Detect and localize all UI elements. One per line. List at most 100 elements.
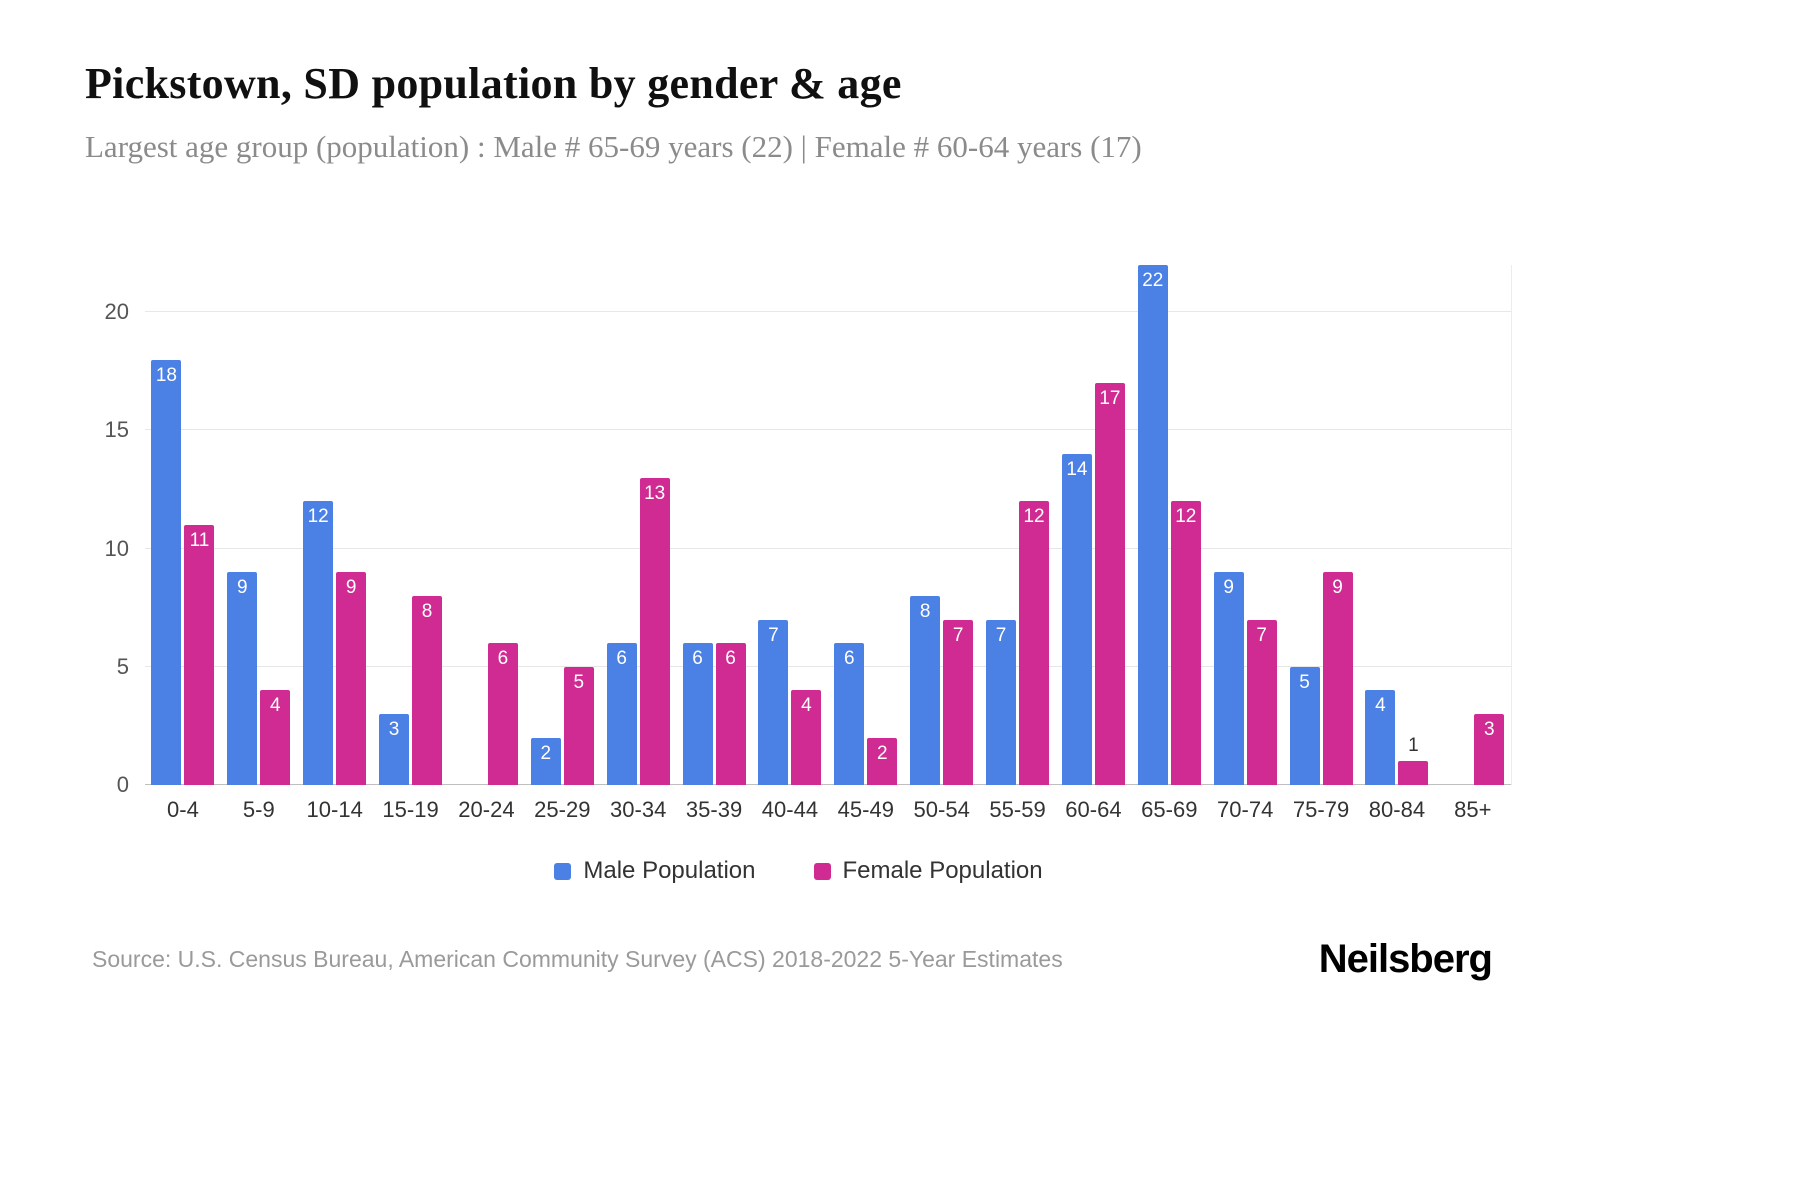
female-bar-value-50-54: 7 xyxy=(952,624,964,646)
bar-group-20-24: 6 20-24 xyxy=(455,265,518,822)
x-tick-label-25-29: 25-29 xyxy=(534,797,591,822)
female-bar-value-60-64: 17 xyxy=(1099,388,1121,410)
male-bar-value-80-84: 4 xyxy=(1375,695,1386,717)
x-tick-label-55-59: 55-59 xyxy=(989,797,1046,822)
male-bar-value-70-74: 9 xyxy=(1223,577,1234,599)
female-bar-value-80-84: 1 xyxy=(1408,735,1419,757)
female-bar-50-54: 7 xyxy=(943,619,974,785)
x-tick-label-10-14: 10-14 xyxy=(306,797,363,822)
x-tick-label-80-84: 80-84 xyxy=(1368,797,1426,822)
x-tick-label-75-79: 75-79 xyxy=(1292,797,1350,822)
male-bar-65-69: 22 xyxy=(1137,265,1168,785)
y-axis: 0 5 10 15 20 xyxy=(85,265,145,796)
bar-group-70-74: 9 7 70-74 xyxy=(1213,265,1277,822)
female-bar-65-69: 12 xyxy=(1170,501,1201,785)
neilsberg-logo: Neilsberg xyxy=(1318,937,1493,981)
male-bar-15-19: 3 xyxy=(379,714,410,785)
male-bar-value-45-49: 6 xyxy=(844,648,855,670)
x-tick-label-15-19: 15-19 xyxy=(382,797,439,822)
male-series-swatch-icon xyxy=(554,862,572,880)
male-bar-45-49: 6 xyxy=(834,643,865,785)
female-bar-value-45-49: 2 xyxy=(877,742,888,764)
gridline-10 xyxy=(145,547,1511,549)
female-bar-value-40-44: 4 xyxy=(801,695,812,717)
y-tick-label-15: 15 xyxy=(104,417,129,443)
grid-layer xyxy=(145,265,1511,785)
bar-group-50-54: 8 7 50-54 xyxy=(910,265,974,822)
female-bar-20-24: 6 xyxy=(487,643,518,785)
bar-group-15-19: 3 8 15-19 xyxy=(379,265,443,822)
x-tick-label-20-24: 20-24 xyxy=(458,797,515,822)
male-bar-value-75-79: 5 xyxy=(1299,671,1310,693)
gridline-15 xyxy=(145,429,1511,431)
female-bar-value-25-29: 5 xyxy=(573,671,585,693)
female-bar-value-55-59: 12 xyxy=(1023,506,1045,528)
female-bar-value-30-34: 13 xyxy=(644,482,666,504)
footer: Source: U.S. Census Bureau, American Com… xyxy=(92,937,1493,982)
gridline-20 xyxy=(145,311,1511,313)
male-bar-80-84: 4 xyxy=(1365,690,1396,785)
female-bar-value-10-14: 9 xyxy=(345,577,357,599)
male-bar-value-15-19: 3 xyxy=(388,719,400,741)
bar-group-60-64: 14 17 60-64 xyxy=(1061,265,1125,822)
y-tick-label-20: 20 xyxy=(104,299,129,325)
female-bar-15-19: 8 xyxy=(412,595,443,785)
bar-group-35-39: 6 6 35-39 xyxy=(682,265,746,822)
male-bar-30-34: 6 xyxy=(606,643,637,785)
female-bar-value-0-4: 11 xyxy=(189,530,210,551)
y-tick-label-5: 5 xyxy=(116,653,129,679)
male-bar-60-64: 14 xyxy=(1061,454,1092,785)
male-bar-value-65-69: 22 xyxy=(1142,270,1164,291)
male-bar-55-59: 7 xyxy=(986,619,1017,785)
gridline-0 xyxy=(145,784,1511,785)
bar-group-80-84: 4 1 80-84 xyxy=(1365,265,1429,822)
male-bar-0-4: 18 xyxy=(151,359,182,785)
legend: Male Population Female Population xyxy=(85,857,1512,885)
male-bar-value-55-59: 7 xyxy=(995,624,1007,646)
x-tick-label-70-74: 70-74 xyxy=(1217,797,1274,822)
x-tick-label-35-39: 35-39 xyxy=(685,797,743,822)
bar-group-5-9: 9 4 5-9 xyxy=(227,265,291,822)
male-bar-40-44: 7 xyxy=(758,619,789,785)
male-bar-25-29: 2 xyxy=(530,737,561,785)
bar-group-40-44: 7 4 40-44 xyxy=(758,265,822,822)
x-tick-label-45-49: 45-49 xyxy=(837,797,894,822)
female-bar-value-20-24: 6 xyxy=(497,648,509,670)
male-bar-value-5-9: 9 xyxy=(237,577,248,599)
bar-group-30-34: 6 13 30-34 xyxy=(606,265,670,822)
female-bar-45-49: 2 xyxy=(867,737,898,785)
male-bar-value-0-4: 18 xyxy=(155,364,177,386)
x-tick-label-30-34: 30-34 xyxy=(610,797,667,822)
male-bar-value-10-14: 12 xyxy=(307,506,329,528)
chart-subtitle: Largest age group (population) : Male # … xyxy=(85,129,1142,164)
legend-label-female: Female Population xyxy=(842,857,1043,884)
legend-item-male[interactable]: Male Population xyxy=(554,857,756,885)
male-bar-35-39: 6 xyxy=(682,643,713,785)
y-tick-label-10: 10 xyxy=(104,535,129,561)
male-bar-value-30-34: 6 xyxy=(616,648,627,670)
male-bar-value-25-29: 2 xyxy=(540,742,552,764)
x-tick-label-60-64: 60-64 xyxy=(1065,797,1122,822)
legend-item-female[interactable]: Female Population xyxy=(813,857,1043,885)
female-bar-70-74: 7 xyxy=(1246,619,1277,785)
female-bar-55-59: 12 xyxy=(1019,501,1050,785)
x-tick-label-40-44: 40-44 xyxy=(761,797,819,822)
x-tick-label-0-4: 0-4 xyxy=(167,797,199,822)
bar-group-85+: 3 85+ xyxy=(1441,265,1505,822)
plot-area: 18 11 0-4 9 4 5-9 12 9 10-14 3 8 15-19 6 20-24 2 5 25-29… xyxy=(145,265,1512,822)
legend-label-male: Male Population xyxy=(583,857,756,884)
bar-group-65-69: 22 12 65-69 xyxy=(1137,265,1201,822)
female-bar-35-39: 6 xyxy=(715,643,746,785)
y-tick-label-0: 0 xyxy=(116,772,129,797)
bar-group-45-49: 6 2 45-49 xyxy=(834,265,898,822)
x-tick-label-85+: 85+ xyxy=(1454,797,1492,822)
bar-group-10-14: 12 9 10-14 xyxy=(303,265,367,822)
male-bar-value-50-54: 8 xyxy=(919,600,931,622)
x-tick-label-5-9: 5-9 xyxy=(242,797,275,822)
bar-group-55-59: 7 12 55-59 xyxy=(986,265,1050,822)
male-bar-75-79: 5 xyxy=(1289,666,1320,785)
female-bar-5-9: 4 xyxy=(260,690,291,785)
female-bar-value-35-39: 6 xyxy=(725,648,736,670)
bar-group-0-4: 18 11 0-4 xyxy=(151,265,215,822)
